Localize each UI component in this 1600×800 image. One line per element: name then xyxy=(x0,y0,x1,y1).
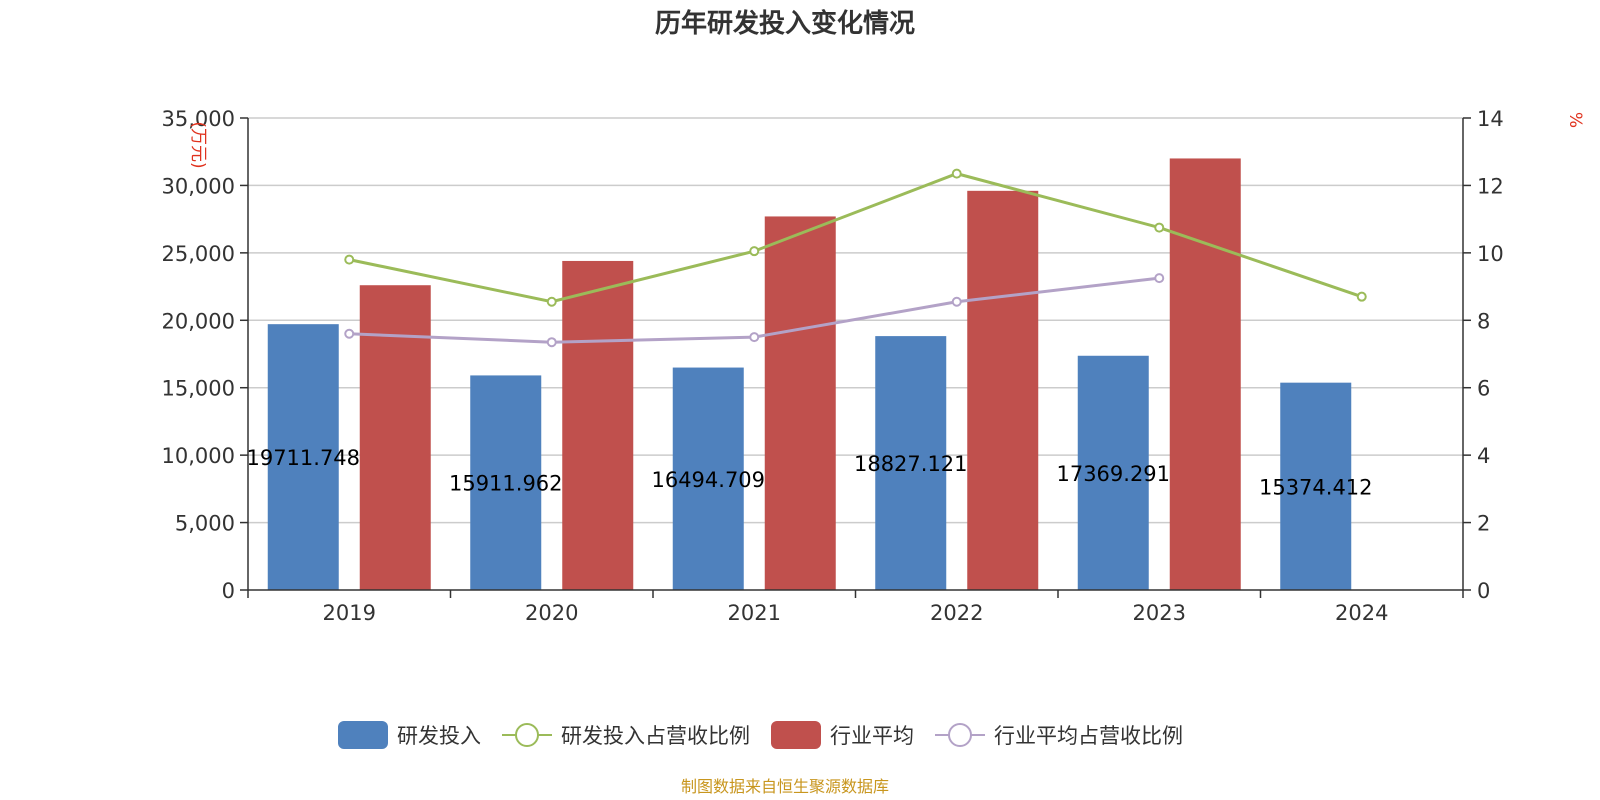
data-label: 15374.412 xyxy=(1259,475,1373,499)
point-研发投入占营收比例 xyxy=(1154,222,1165,233)
legend[interactable]: 研发投入 研发投入占营收比例 行业平均 行业平均占营收比例 xyxy=(338,721,1183,749)
left-tick-label: 5,000 xyxy=(175,512,235,536)
x-tick-label: 2024 xyxy=(1335,601,1388,625)
point-行业平均占营收比例 xyxy=(749,332,760,343)
right-tick-label: 2 xyxy=(1477,512,1490,536)
bar-研发投入-2021 xyxy=(672,367,744,590)
x-tick-label: 2023 xyxy=(1133,601,1186,625)
legend-item-行业平均占营收比例[interactable]: 行业平均占营收比例 xyxy=(935,723,1183,748)
legend-swatch xyxy=(771,721,821,749)
bar-行业平均-2022 xyxy=(967,190,1039,590)
left-tick-label: 30,000 xyxy=(162,174,235,198)
axes: 0 5,000 10,000 15,000 20,000 25,000 30,000 35,0… xyxy=(162,107,1504,625)
left-tick-label: 15,000 xyxy=(162,377,235,401)
bar-研发投入-2023 xyxy=(1077,355,1149,590)
right-tick-label: 14 xyxy=(1477,107,1504,131)
legend-label: 研发投入 xyxy=(397,724,481,748)
source-note: 制图数据来自恒生聚源数据库 xyxy=(681,777,889,796)
bar-行业平均-2019 xyxy=(359,285,431,590)
right-tick-label: 12 xyxy=(1477,174,1504,198)
grid xyxy=(248,117,1463,524)
left-tick-label: 0 xyxy=(222,579,235,603)
point-研发投入占营收比例 xyxy=(749,246,760,257)
right-tick-label: 4 xyxy=(1477,444,1490,468)
bar-行业平均-2023 xyxy=(1169,158,1241,590)
data-label: 18827.121 xyxy=(854,452,968,476)
legend-swatch-marker xyxy=(515,723,539,747)
right-tick-label: 8 xyxy=(1477,309,1490,333)
left-tick-label: 20,000 xyxy=(162,309,235,333)
x-tick-label: 2019 xyxy=(323,601,376,625)
lines xyxy=(344,168,1367,348)
line-研发投入占营收比例 xyxy=(348,172,1363,304)
legend-label: 研发投入占营收比例 xyxy=(561,724,750,748)
legend-swatch xyxy=(338,721,388,749)
x-tick-label: 2021 xyxy=(728,601,781,625)
data-label: 19711.748 xyxy=(246,446,360,470)
chart-title: 历年研发投入变化情况 xyxy=(655,8,915,39)
point-研发投入占营收比例 xyxy=(1356,291,1367,302)
bars xyxy=(267,158,1352,590)
left-tick-label: 25,000 xyxy=(162,242,235,266)
legend-label: 行业平均 xyxy=(830,724,914,748)
left-axis-unit: (万元) xyxy=(188,121,208,168)
legend-item-研发投入[interactable]: 研发投入 xyxy=(338,721,481,749)
x-tick-label: 2022 xyxy=(930,601,983,625)
right-axis-unit: % xyxy=(1565,112,1585,128)
point-研发投入占营收比例 xyxy=(344,254,355,265)
legend-label: 行业平均占营收比例 xyxy=(994,724,1183,748)
legend-item-行业平均[interactable]: 行业平均 xyxy=(771,721,914,749)
bar-研发投入-2019 xyxy=(267,324,339,590)
point-研发投入占营收比例 xyxy=(951,168,962,179)
data-label: 17369.291 xyxy=(1056,462,1170,486)
legend-item-研发投入占营收比例[interactable]: 研发投入占营收比例 xyxy=(502,723,750,748)
data-labels: 19711.748 15911.962 16494.709 18827.121 1736… xyxy=(246,446,1372,499)
point-行业平均占营收比例 xyxy=(1154,273,1165,284)
point-行业平均占营收比例 xyxy=(344,328,355,339)
bar-行业平均-2021 xyxy=(764,216,836,590)
bar-行业平均-2020 xyxy=(562,260,634,590)
right-tick-label: 0 xyxy=(1477,579,1490,603)
x-tick-label: 2020 xyxy=(525,601,578,625)
point-行业平均占营收比例 xyxy=(951,296,962,307)
data-label: 15911.962 xyxy=(449,472,563,496)
point-行业平均占营收比例 xyxy=(546,337,557,348)
bar-研发投入-2022 xyxy=(875,336,947,590)
right-tick-label: 6 xyxy=(1477,377,1490,401)
bar-研发投入-2020 xyxy=(470,375,542,590)
left-tick-label: 10,000 xyxy=(162,444,235,468)
data-label: 16494.709 xyxy=(651,468,765,492)
bar-研发投入-2024 xyxy=(1280,382,1352,590)
right-tick-label: 10 xyxy=(1477,242,1504,266)
point-研发投入占营收比例 xyxy=(546,296,557,307)
left-tick-label: 35,000 xyxy=(162,107,235,131)
legend-swatch-marker xyxy=(948,723,972,747)
